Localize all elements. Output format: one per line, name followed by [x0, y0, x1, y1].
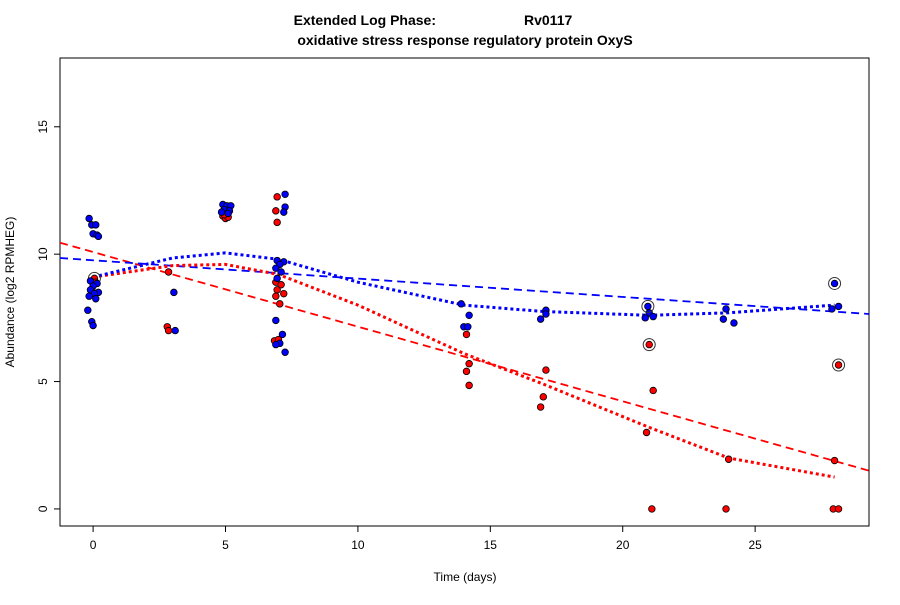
red-data-point [536, 403, 545, 411]
red-data-point [462, 330, 471, 339]
blue-data-point [272, 264, 280, 272]
red-data-point [834, 361, 843, 369]
x-tick-label: 10 [351, 538, 365, 552]
highlight-ring [828, 276, 842, 290]
blue-data-point [281, 190, 289, 198]
red-data-point [722, 505, 730, 513]
red-dotted-trend-line [92, 262, 835, 479]
red-data-point [542, 366, 550, 374]
red-data-point [648, 505, 656, 513]
blue-data-point [280, 208, 288, 216]
blue-data-point [834, 302, 843, 311]
blue-data-point [641, 314, 649, 322]
red-data-point [272, 292, 280, 300]
blue-data-point [273, 274, 281, 283]
blue-data-point [828, 305, 836, 313]
red-data-point [272, 207, 280, 215]
chart-title-gene: Rv0117 [524, 12, 572, 28]
blue-data-point [536, 315, 545, 323]
plot-frame [59, 57, 870, 527]
blue-data-point [644, 302, 652, 311]
blue-data-point [85, 214, 93, 223]
y-tick-label: 15 [36, 120, 50, 134]
chart-subtitle: oxidative stress response regulatory pro… [297, 32, 632, 48]
red-data-point [277, 281, 285, 289]
red-data-point [276, 300, 284, 308]
blue-data-point [281, 348, 289, 356]
blue-data-point [217, 208, 226, 216]
blue-data-point [649, 312, 657, 321]
blue-data-point [730, 319, 738, 327]
highlight-ring [832, 358, 846, 372]
red-data-point [273, 193, 281, 201]
blue-data-point [830, 279, 839, 288]
blue-data-point [171, 326, 179, 335]
blue-data-point [84, 306, 92, 314]
blue-dashed-trend-line [60, 257, 869, 315]
x-tick-label: 20 [616, 538, 630, 552]
highlight-ring [642, 338, 656, 352]
blue-data-point [89, 321, 97, 330]
blue-data-point [272, 316, 280, 325]
red-data-point [273, 286, 281, 294]
x-tick-label: 15 [484, 538, 498, 552]
red-data-point [164, 326, 173, 335]
red-data-point [164, 268, 173, 276]
x-tick-label: 25 [748, 538, 762, 552]
highlight-ring [641, 299, 655, 313]
blue-data-point [719, 315, 728, 323]
blue-data-point [722, 305, 730, 313]
chart-title-phase: Extended Log Phase: [294, 12, 436, 28]
y-axis-label: Abundance (log2 RPMHEG) [3, 217, 17, 368]
red-dashed-trend-line [60, 241, 869, 472]
blue-data-point [272, 340, 280, 349]
red-data-point [830, 456, 839, 465]
blue-dotted-trend-line [92, 251, 835, 317]
red-data-point [642, 428, 651, 437]
y-tick-label: 0 [36, 505, 50, 512]
blue-data-point [465, 311, 473, 320]
blue-data-point [170, 288, 178, 297]
blue-data-point [542, 310, 550, 318]
red-data-point [645, 340, 653, 349]
blue-data-point [277, 268, 285, 276]
blue-data-point [224, 209, 232, 218]
blue-data-point [85, 292, 93, 300]
blue-data-point [92, 295, 100, 303]
red-data-point [834, 505, 843, 513]
blue-data-point [278, 330, 287, 339]
red-data-point [273, 218, 281, 227]
red-data-point [462, 367, 471, 376]
x-tick-label: 5 [222, 538, 229, 552]
red-data-point [465, 381, 473, 390]
blue-data-point [94, 232, 103, 241]
blue-data-point [457, 300, 465, 308]
red-data-point [539, 393, 547, 401]
blue-data-point [92, 221, 100, 229]
blue-data-point [464, 323, 472, 331]
red-data-point [724, 455, 733, 463]
red-data-point [280, 289, 288, 298]
x-axis-label: Time (days) [434, 570, 497, 584]
y-tick-label: 5 [36, 378, 50, 385]
red-data-point [649, 386, 657, 395]
y-tick-label: 10 [36, 247, 50, 261]
red-data-point [465, 360, 473, 368]
x-tick-label: 0 [90, 538, 97, 552]
